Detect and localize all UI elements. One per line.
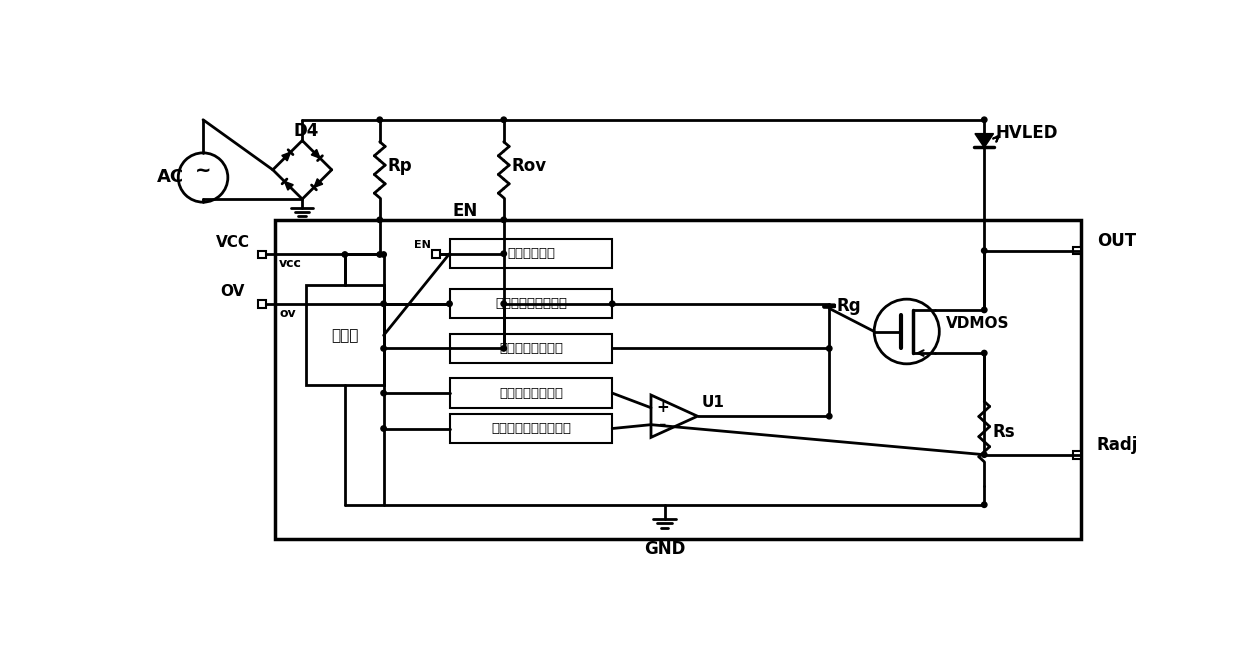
Text: 近零温漂电压基准: 近零温漂电压基准 (498, 386, 563, 400)
Text: 调光使能控制: 调光使能控制 (507, 247, 554, 260)
Circle shape (381, 426, 387, 432)
Bar (1074, 451, 1081, 459)
Bar (1074, 247, 1081, 255)
Text: OV: OV (221, 284, 244, 299)
Circle shape (982, 307, 987, 313)
Bar (449, 289, 613, 319)
Text: D4: D4 (294, 121, 319, 139)
Bar (275, 220, 1081, 539)
Polygon shape (975, 134, 993, 148)
Text: VCC: VCC (216, 235, 249, 250)
Circle shape (377, 117, 382, 123)
Circle shape (827, 346, 832, 351)
Circle shape (446, 301, 453, 306)
Text: 恒功率输出过压保护: 恒功率输出过压保护 (495, 297, 567, 310)
Circle shape (982, 117, 987, 123)
Circle shape (982, 350, 987, 356)
Circle shape (501, 217, 506, 223)
Circle shape (982, 452, 987, 457)
Polygon shape (281, 152, 290, 161)
Bar (449, 379, 613, 408)
Circle shape (501, 301, 506, 306)
Text: Rg: Rg (837, 297, 862, 315)
Text: 结温温度保护电路: 结温温度保护电路 (498, 342, 563, 355)
Bar (306, 285, 383, 386)
Text: HVLED: HVLED (996, 124, 1059, 142)
Text: +: + (656, 401, 670, 415)
Text: ov: ov (279, 306, 295, 319)
Circle shape (377, 252, 382, 257)
Text: Rp: Rp (387, 157, 412, 175)
Bar (449, 239, 613, 268)
Circle shape (501, 117, 506, 123)
Circle shape (982, 502, 987, 508)
Polygon shape (314, 179, 322, 188)
Circle shape (381, 252, 387, 257)
Bar (449, 414, 613, 443)
Text: 稳压器: 稳压器 (331, 328, 358, 343)
Circle shape (982, 248, 987, 253)
Text: Rs: Rs (992, 422, 1014, 441)
Text: U1: U1 (702, 395, 724, 410)
Text: -: - (658, 415, 666, 433)
Text: Rov: Rov (511, 157, 547, 175)
Text: AC: AC (157, 168, 184, 186)
Circle shape (342, 252, 347, 257)
Text: Radj: Radj (1096, 437, 1138, 455)
Circle shape (501, 251, 506, 257)
Circle shape (827, 413, 832, 419)
Bar (258, 251, 265, 259)
Circle shape (381, 346, 387, 351)
Text: EN: EN (453, 202, 477, 219)
Text: 高温下负温漂电压基准: 高温下负温漂电压基准 (491, 422, 570, 435)
Circle shape (381, 390, 387, 396)
Circle shape (610, 301, 615, 306)
Text: EN: EN (414, 240, 430, 250)
Bar (258, 300, 265, 308)
Text: GND: GND (644, 540, 686, 558)
Text: vcc: vcc (279, 257, 301, 270)
Polygon shape (284, 181, 293, 190)
Text: VDMOS: VDMOS (945, 316, 1009, 332)
Circle shape (377, 217, 382, 223)
Text: OUT: OUT (1096, 232, 1136, 250)
Text: ~: ~ (195, 161, 211, 179)
Circle shape (381, 301, 387, 306)
Polygon shape (311, 150, 320, 158)
Bar (433, 250, 440, 257)
Bar (449, 334, 613, 363)
Circle shape (501, 346, 506, 351)
